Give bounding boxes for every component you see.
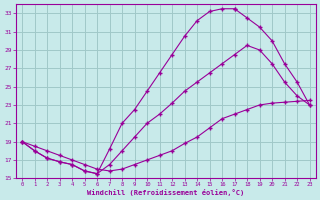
X-axis label: Windchill (Refroidissement éolien,°C): Windchill (Refroidissement éolien,°C): [87, 189, 244, 196]
